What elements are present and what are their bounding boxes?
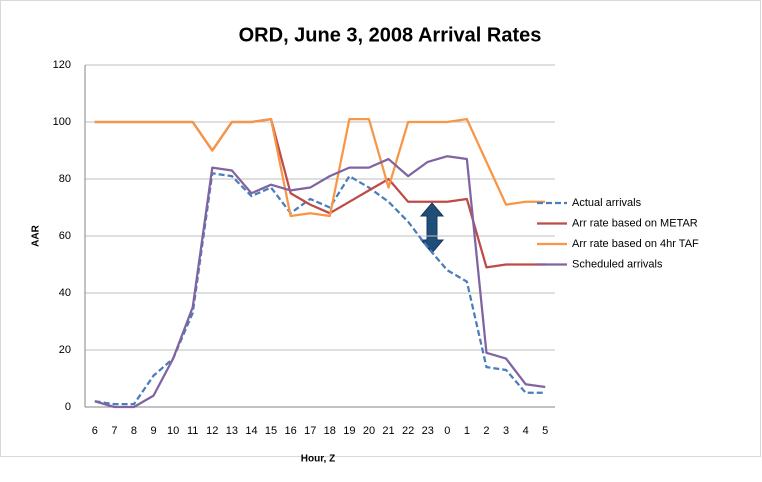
- series-line: [94, 172, 546, 406]
- y-tick-label: 80: [59, 173, 71, 185]
- y-tick-label: 20: [59, 344, 71, 356]
- x-tick-label: 20: [363, 425, 375, 437]
- chart-frame: [0, 0, 761, 457]
- x-tick-label: 4: [523, 425, 529, 437]
- y-axis-label: AAR: [31, 224, 42, 246]
- series-line: [94, 155, 546, 409]
- y-tick-label: 0: [65, 401, 71, 413]
- x-tick-label: 7: [111, 425, 117, 437]
- x-tick-label: 18: [324, 425, 336, 437]
- y-tick-label: 100: [53, 116, 71, 128]
- x-tick-label: 16: [285, 425, 297, 437]
- legend-label: Arr rate based on METAR: [572, 217, 698, 229]
- y-tick-label: 120: [53, 59, 71, 71]
- x-tick-label: 23: [422, 425, 434, 437]
- legend-label: Scheduled arrivals: [572, 258, 663, 270]
- y-tick-label: 60: [59, 230, 71, 242]
- x-tick-label: 22: [402, 425, 414, 437]
- x-tick-label: 17: [304, 425, 316, 437]
- x-tick-label: 15: [265, 425, 277, 437]
- x-tick-label: 12: [206, 425, 218, 437]
- x-tick-label: 11: [187, 425, 198, 437]
- legend-label: Actual arrivals: [572, 197, 642, 209]
- x-tick-label: 3: [503, 425, 509, 437]
- x-tick-label: 9: [150, 425, 156, 437]
- x-axis-label: Hour, Z: [301, 454, 335, 465]
- chart-title: ORD, June 3, 2008 Arrival Rates: [239, 24, 542, 46]
- series-line: [94, 118, 546, 218]
- x-tick-label: 0: [444, 425, 450, 437]
- x-tick-label: 6: [92, 425, 98, 437]
- x-tick-label: 8: [131, 425, 137, 437]
- x-tick-label: 21: [382, 425, 394, 437]
- x-tick-label: 2: [483, 425, 489, 437]
- x-tick-label: 13: [226, 425, 238, 437]
- x-tick-label: 1: [464, 425, 470, 437]
- x-tick-label: 19: [343, 425, 355, 437]
- x-tick-label: 10: [167, 425, 179, 437]
- x-tick-label: 5: [542, 425, 548, 437]
- x-tick-label: 14: [245, 425, 257, 437]
- legend-label: Arr rate based on 4hr TAF: [572, 238, 699, 250]
- y-tick-label: 40: [59, 287, 71, 299]
